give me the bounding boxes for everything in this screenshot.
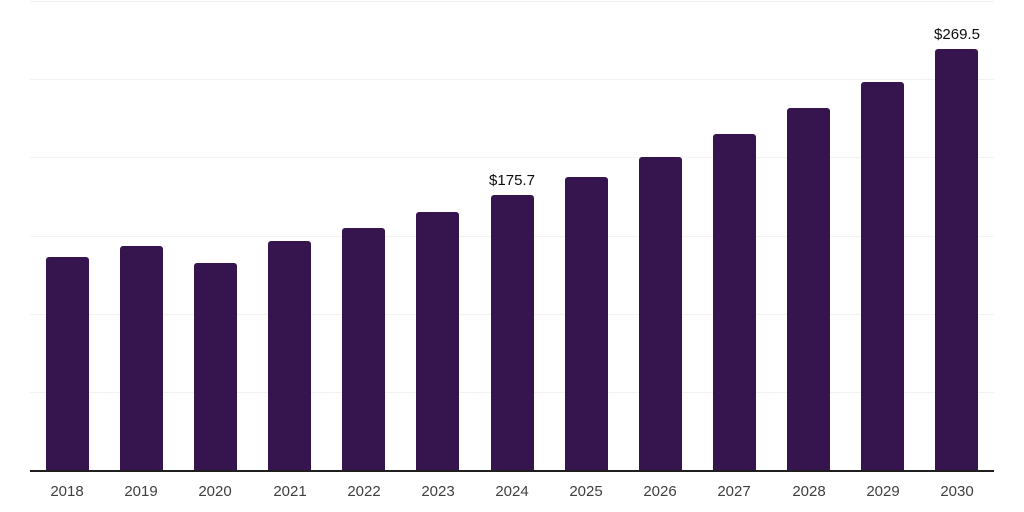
x-tick-2020: 2020 [198,483,232,500]
x-tick-2023: 2023 [421,483,455,500]
bar-2021 [268,241,311,470]
x-tick-2028: 2028 [792,483,826,500]
bar-2019 [120,246,163,470]
bar-2026 [639,157,682,470]
gridline-300 [30,1,994,2]
x-tick-2022: 2022 [347,483,381,500]
x-tick-2027: 2027 [717,483,751,500]
x-tick-2021: 2021 [273,483,307,500]
x-tick-2026: 2026 [643,483,677,500]
bar-2024 [491,195,534,470]
bar-2022 [342,228,385,470]
bar-2028 [787,108,830,470]
bar-2029 [861,82,904,470]
plot-area: $175.7 $269.5 [30,0,994,472]
gridline-200 [30,157,994,159]
x-tick-2018: 2018 [50,483,84,500]
x-tick-2025: 2025 [569,483,603,500]
bar-2018 [46,257,89,470]
bar-value-label-2030: $269.5 [934,26,980,43]
x-tick-2019: 2019 [124,483,158,500]
bar-2030 [935,49,978,470]
x-axis-line [30,470,994,472]
x-tick-2029: 2029 [866,483,900,500]
x-tick-2024: 2024 [495,483,529,500]
bar-2023 [416,212,459,470]
bar-value-label-2024: $175.7 [489,172,535,189]
bar-2025 [565,177,608,470]
gridline-250 [30,79,994,81]
bar-2027 [713,134,756,470]
bar-2020 [194,263,237,470]
x-tick-2030: 2030 [940,483,974,500]
